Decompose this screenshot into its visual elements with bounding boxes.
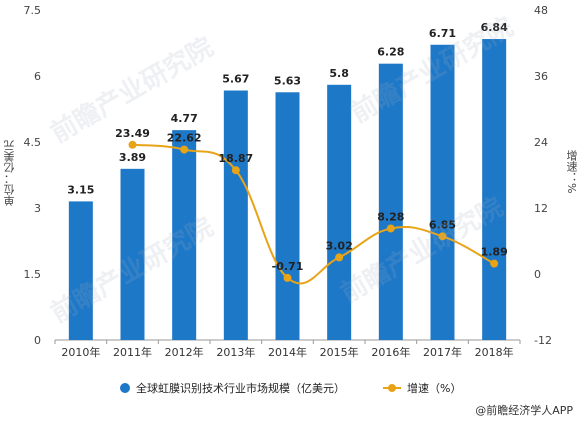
source-credit: @前瞻经济学人APP: [475, 404, 573, 417]
y-right-tick-label: 24: [534, 136, 548, 149]
growth-value-label: 18.87: [218, 152, 253, 165]
x-tick-label: 2011年: [113, 345, 152, 359]
y-left-tick-label: 3: [34, 202, 41, 215]
legend-item-line: 增速（%）: [383, 380, 461, 396]
bar: [223, 90, 248, 341]
growth-point: [180, 145, 189, 154]
bar-value-label: 6.84: [481, 21, 508, 34]
growth-point: [438, 232, 447, 241]
y-right-tick-label: 12: [534, 202, 548, 215]
x-tick-label: 2017年: [423, 345, 462, 359]
legend-bar-marker: [120, 383, 130, 393]
growth-value-label: 1.89: [481, 246, 508, 259]
bar-value-label: 3.89: [119, 151, 146, 164]
growth-point: [128, 140, 137, 149]
bar: [327, 84, 352, 340]
legend-line-marker: [383, 383, 401, 393]
y-left-tick-label: 0: [34, 334, 41, 347]
y-left-tick-label: 7.5: [24, 4, 42, 17]
legend: 全球虹膜识别技术行业市场规模（亿美元） 增速（%）: [120, 380, 499, 396]
bar-value-label: 6.71: [429, 27, 456, 40]
y-right-tick-label: 36: [534, 70, 548, 83]
bar-value-label: 5.63: [274, 74, 301, 87]
growth-value-label: 23.49: [115, 127, 150, 140]
bar-value-label: 4.77: [171, 112, 198, 125]
y-left-tick-label: 1.5: [24, 268, 42, 281]
x-tick-label: 2013年: [216, 345, 255, 359]
growth-point: [231, 166, 240, 175]
bar-value-label: 5.8: [329, 67, 349, 80]
growth-value-label: 3.02: [326, 239, 353, 252]
bar: [120, 168, 145, 340]
growth-point: [490, 259, 499, 268]
legend-line-label: 增速（%）: [407, 382, 462, 395]
y-axis-left-label: 单位：亿美元: [3, 140, 16, 206]
bar: [172, 130, 197, 340]
growth-value-label: 6.85: [429, 218, 456, 231]
bar-value-label: 3.15: [67, 183, 94, 196]
y-left-tick-label: 4.5: [24, 136, 42, 149]
x-tick-label: 2016年: [371, 345, 410, 359]
x-tick-label: 2018年: [475, 345, 514, 359]
legend-bar-label: 全球虹膜识别技术行业市场规模（亿美元）: [136, 382, 345, 395]
bar: [378, 63, 403, 341]
growth-point: [386, 224, 395, 233]
bar: [430, 44, 455, 340]
y-axis-right-label: 增速：%: [565, 150, 578, 194]
x-tick-label: 2010年: [61, 345, 100, 359]
y-right-tick-label: 0: [534, 268, 541, 281]
growth-value-label: 8.28: [377, 210, 404, 223]
growth-point: [283, 273, 292, 282]
growth-value-label: 22.62: [167, 132, 202, 145]
bar-value-label: 6.28: [377, 46, 404, 59]
legend-item-bar: 全球虹膜识别技术行业市场规模（亿美元）: [120, 380, 345, 396]
x-tick-label: 2012年: [165, 345, 204, 359]
bar: [482, 39, 507, 340]
y-left-tick-label: 6: [34, 70, 41, 83]
x-tick-label: 2015年: [320, 345, 359, 359]
bar: [275, 92, 300, 340]
bar-value-label: 5.67: [222, 73, 249, 86]
y-right-tick-label: -12: [534, 334, 552, 347]
bar: [68, 201, 93, 340]
y-right-tick-label: 48: [534, 4, 548, 17]
growth-line: [132, 143, 495, 285]
x-tick-label: 2014年: [268, 345, 307, 359]
growth-value-label: -0.71: [272, 260, 304, 273]
growth-point: [335, 253, 344, 262]
